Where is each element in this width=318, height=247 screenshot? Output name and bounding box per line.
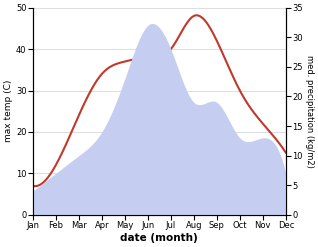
X-axis label: date (month): date (month) (121, 233, 198, 243)
Y-axis label: max temp (C): max temp (C) (4, 80, 13, 143)
Y-axis label: med. precipitation (kg/m2): med. precipitation (kg/m2) (305, 55, 314, 168)
